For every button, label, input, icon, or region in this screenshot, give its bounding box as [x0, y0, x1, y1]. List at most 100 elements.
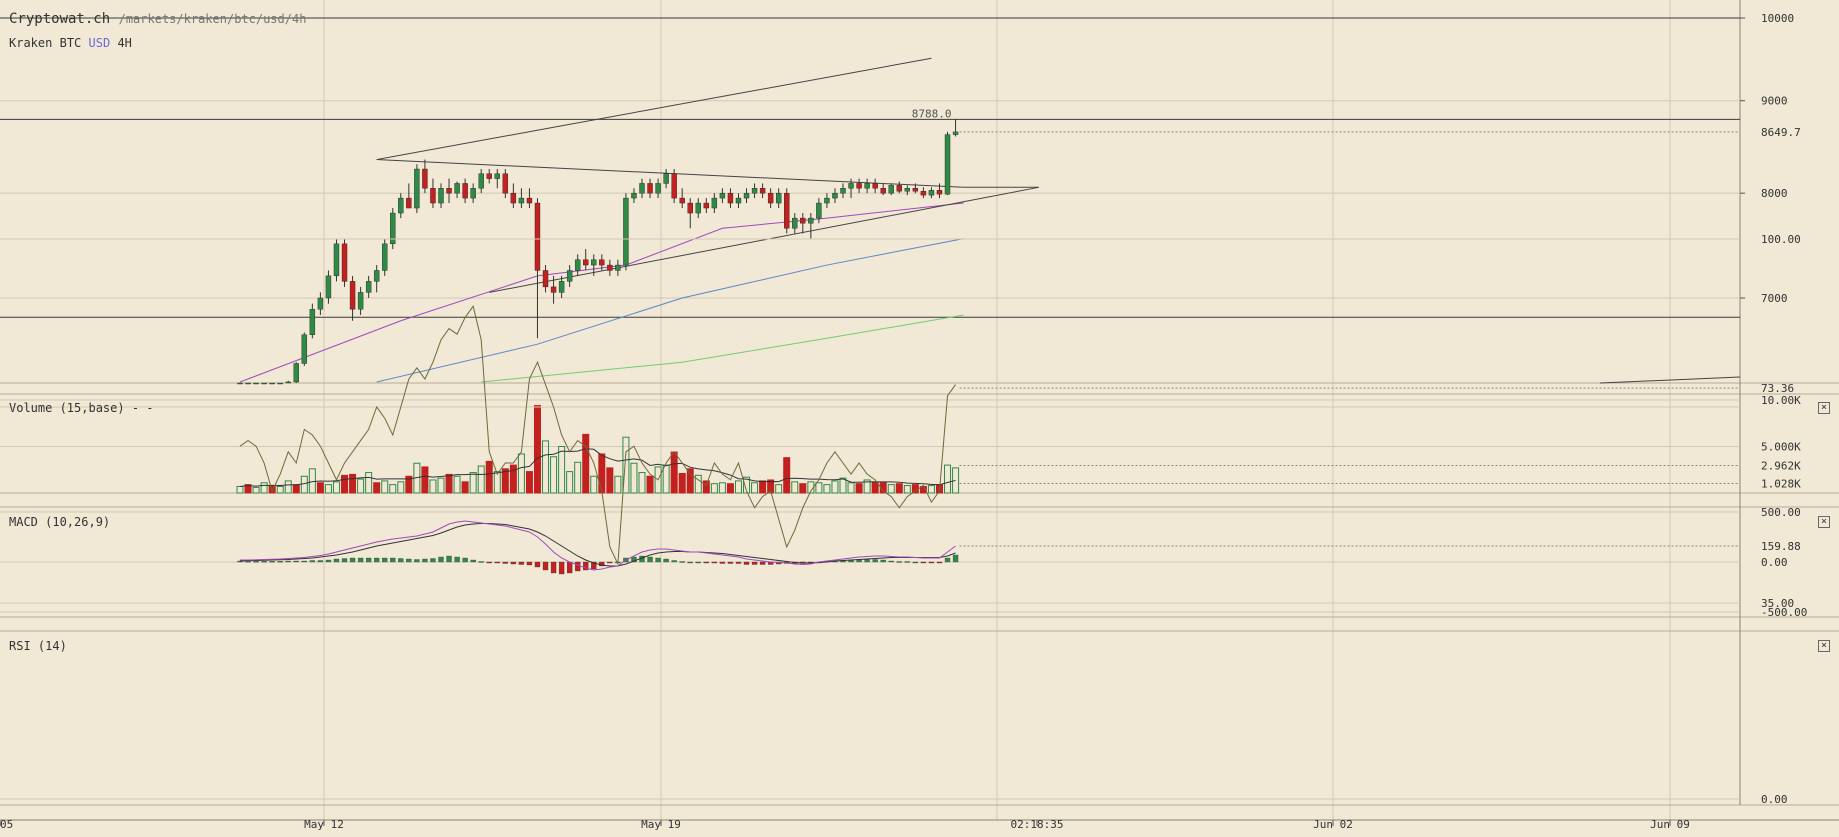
rsi-line: [239, 305, 956, 566]
time-axis-label: May 19: [641, 818, 681, 831]
volume-bar: [550, 456, 558, 494]
volume-bar: [598, 453, 606, 494]
volume-bar: [726, 483, 734, 494]
period-label: 4H: [117, 36, 132, 50]
macd-histogram-bar: [293, 560, 299, 563]
volume-bar: [381, 480, 389, 494]
macd-histogram-bar: [414, 559, 420, 563]
time-axis-label: 02:18:35: [1011, 818, 1064, 831]
macd-histogram-bar: [928, 561, 935, 564]
candle-body: [775, 192, 782, 204]
time-axis-label: Jun 09: [1650, 818, 1690, 831]
macd-histogram-bar: [357, 557, 364, 563]
macd-histogram-bar: [920, 561, 927, 564]
macd-histogram-bar: [872, 559, 878, 563]
volume-bar: [397, 481, 405, 494]
volume-bar: [855, 483, 863, 494]
volume-bar: [582, 433, 590, 494]
candle-body: [357, 292, 364, 310]
macd-histogram-bar: [575, 561, 581, 572]
time-axis-label: 05: [0, 818, 13, 831]
macd-axis-label: 0.00: [1761, 556, 1788, 569]
volume-bar: [477, 465, 485, 494]
candle-body: [430, 188, 436, 204]
macd-histogram-bar: [607, 561, 613, 564]
volume-bar: [799, 483, 807, 494]
candle-body: [599, 259, 605, 266]
volume-bar: [429, 479, 437, 494]
volume-bar: [767, 479, 775, 494]
macd-histogram-bar: [462, 557, 468, 563]
candle-body: [832, 192, 838, 199]
volume-bar: [373, 482, 381, 494]
macd-histogram-bar: [269, 561, 275, 563]
macd-histogram-bar: [679, 561, 685, 563]
volume-bar: [349, 473, 357, 494]
candle-body: [470, 188, 476, 199]
rsi-axis-label: 0.00: [1761, 793, 1788, 806]
candle-body: [398, 197, 404, 214]
candle-body: [518, 197, 525, 204]
macd-histogram-bar: [727, 561, 734, 564]
price-axis-label: 9000: [1761, 95, 1788, 108]
volume-bar: [759, 480, 767, 494]
site-logo[interactable]: Cryptowat.ch: [9, 11, 111, 27]
volume-bar: [566, 471, 574, 494]
volume-bar: [405, 475, 413, 494]
volume-bar: [823, 484, 831, 494]
volume-bar: [284, 480, 292, 494]
volume-bar: [590, 475, 598, 494]
last-price-label: 8649.7: [1761, 126, 1801, 139]
close-rsi-icon[interactable]: ×: [1818, 640, 1830, 652]
candle-body: [494, 173, 500, 179]
macd-histogram-bar: [880, 559, 886, 563]
candle-body: [293, 363, 299, 383]
macd-histogram-bar: [864, 559, 870, 563]
candle-body: [438, 188, 444, 204]
close-volume-icon[interactable]: ×: [1818, 402, 1830, 414]
candle-body: [872, 183, 878, 189]
candle-body: [735, 197, 742, 204]
volume-bar: [244, 484, 252, 494]
candle-body: [727, 192, 734, 204]
volume-bar: [260, 482, 268, 494]
volume-bar: [743, 476, 751, 494]
candle-body: [912, 188, 919, 192]
candle-body: [566, 270, 573, 282]
candle-body: [422, 168, 428, 189]
candle-body: [928, 190, 935, 196]
candle-body: [800, 217, 806, 224]
volume-bar: [831, 480, 839, 494]
candle-body: [574, 259, 581, 271]
volume-bar: [300, 475, 308, 494]
macd-signal-line: [239, 523, 956, 567]
rsi-axis-label: 35.00: [1761, 597, 1794, 610]
macd-histogram-bar: [510, 561, 517, 565]
volume-bar: [332, 481, 340, 494]
macd-histogram-bar: [888, 560, 894, 563]
candle-body: [325, 275, 332, 299]
candle-body: [390, 212, 396, 245]
candle-body: [711, 197, 718, 209]
close-macd-icon[interactable]: ×: [1818, 516, 1830, 528]
macd-histogram-bar: [695, 561, 701, 564]
macd-axis-label: -500.00: [1761, 606, 1807, 619]
macd-histogram-bar: [671, 560, 677, 563]
market-path[interactable]: /markets/kraken/btc/usd/4h: [118, 12, 307, 26]
macd-histogram-bar: [406, 558, 412, 563]
volume-axis-label: 5.000K: [1761, 441, 1801, 454]
volume-bar: [895, 483, 903, 494]
candle-body: [719, 192, 726, 199]
volume-bar: [710, 483, 718, 494]
macd-histogram-bar: [502, 561, 508, 564]
volume-bar: [694, 474, 702, 494]
macd-histogram-bar: [912, 561, 919, 564]
candle-body: [534, 202, 541, 271]
volume-bar: [316, 482, 324, 494]
time-axis-label: May 12: [304, 818, 344, 831]
candle-body: [365, 281, 372, 293]
macd-histogram-bar: [398, 558, 404, 563]
macd-histogram-bar: [518, 561, 525, 565]
trend-line: [489, 186, 1039, 293]
volume-bar: [365, 472, 373, 494]
